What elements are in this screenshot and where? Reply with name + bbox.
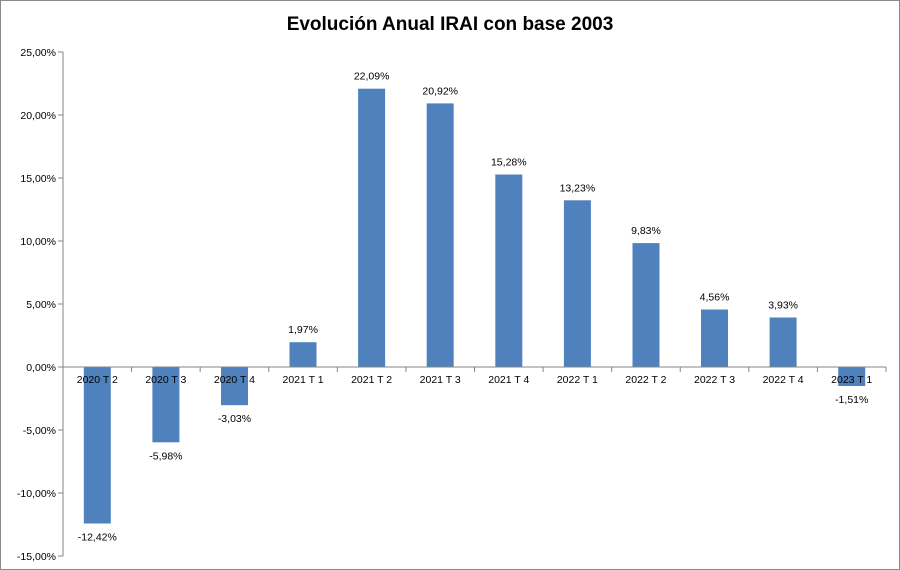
x-tick-label: 2022 T 2 bbox=[625, 374, 666, 386]
bar-2021-t-1 bbox=[289, 342, 317, 367]
y-tick-label: -5,00% bbox=[23, 425, 56, 437]
bar-2022-t-3 bbox=[701, 309, 728, 367]
y-tick-label: 0,00% bbox=[26, 362, 56, 374]
data-label: 22,09% bbox=[354, 71, 390, 83]
y-tick-label: 15,00% bbox=[20, 173, 56, 185]
data-label: 1,97% bbox=[288, 324, 318, 336]
x-tick-label: 2020 T 2 bbox=[77, 374, 118, 386]
data-label: 13,23% bbox=[560, 182, 596, 194]
data-labels: -12,42% -5,98% -3,03% 1,97% 22,09% 20,92% 15,2… bbox=[78, 71, 869, 544]
y-tick-label: 20,00% bbox=[20, 110, 56, 122]
bar-2022-t-2 bbox=[632, 243, 660, 367]
data-label: 3,93% bbox=[768, 300, 798, 312]
data-label: 20,92% bbox=[422, 85, 458, 97]
data-label: -12,42% bbox=[78, 532, 117, 544]
bars bbox=[83, 88, 866, 524]
x-tick-label: 2022 T 4 bbox=[763, 374, 804, 386]
x-tick-label: 2020 T 3 bbox=[145, 374, 186, 386]
x-tick-label: 2020 T 4 bbox=[214, 374, 255, 386]
y-tick-label: 25,00% bbox=[20, 47, 56, 59]
bar-2022-t-4 bbox=[769, 317, 797, 367]
x-tick-label: 2021 T 1 bbox=[283, 374, 324, 386]
bar-2021-t-2 bbox=[358, 88, 386, 367]
x-tick-label: 2022 T 3 bbox=[694, 374, 735, 386]
y-tick-label: -10,00% bbox=[17, 488, 56, 500]
y-tick-label: -15,00% bbox=[17, 551, 56, 563]
bar-2022-t-1 bbox=[563, 200, 591, 367]
x-tick-label: 2023 T 1 bbox=[831, 374, 872, 386]
data-label: 9,83% bbox=[631, 225, 661, 237]
bar-2023-t-1 bbox=[838, 367, 866, 386]
bar-2020-t-2 bbox=[83, 367, 111, 524]
data-label: -3,03% bbox=[218, 413, 251, 425]
x-tick-label: 2021 T 2 bbox=[351, 374, 392, 386]
x-axis bbox=[62, 366, 887, 372]
y-tick-label: 5,00% bbox=[26, 299, 56, 311]
bar-2021-t-4 bbox=[495, 174, 523, 367]
bar-2021-t-3 bbox=[426, 103, 454, 368]
chart-title: Evolución Anual IRAI con base 2003 bbox=[287, 14, 614, 35]
data-label: -5,98% bbox=[149, 450, 182, 462]
data-label: 15,28% bbox=[491, 157, 527, 169]
x-tick-label: 2021 T 3 bbox=[420, 374, 461, 386]
bar-2020-t-4 bbox=[221, 367, 248, 406]
x-tick-label: 2021 T 4 bbox=[488, 374, 529, 386]
data-label: 4,56% bbox=[700, 292, 730, 304]
bar-2020-t-3 bbox=[152, 367, 180, 443]
data-label: -1,51% bbox=[835, 394, 868, 406]
x-tick-label: 2022 T 1 bbox=[557, 374, 598, 386]
y-axis: -15,00% -10,00% -5,00% 0,00% 5,00% 10,00% 15,0… bbox=[17, 47, 64, 563]
y-tick-label: 10,00% bbox=[20, 236, 56, 248]
x-tick-labels: 2020 T 2 2020 T 3 2020 T 4 2021 T 1 2021 T 2… bbox=[77, 374, 873, 386]
